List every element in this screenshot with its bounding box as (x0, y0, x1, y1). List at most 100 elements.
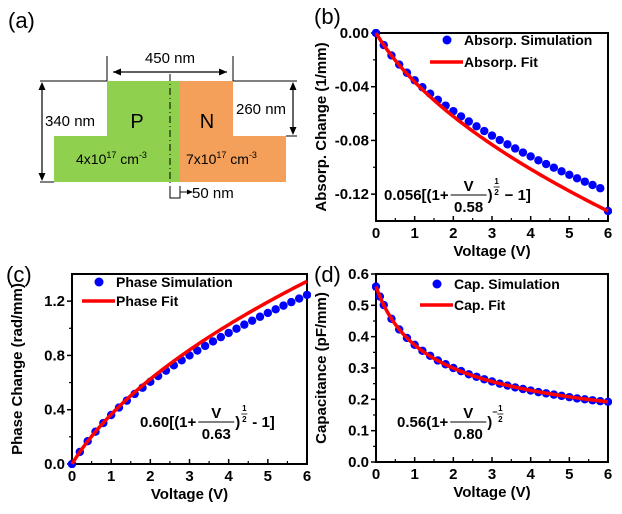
x-tick-label: 3 (488, 466, 496, 483)
legend-marker-simulation (442, 35, 452, 45)
sim-point (549, 163, 559, 172)
sim-point (279, 301, 288, 310)
sim-point (193, 346, 202, 355)
x-tick-label: 1 (107, 468, 115, 485)
n-label: N (200, 111, 214, 133)
sim-point (287, 297, 296, 307)
legend-label-simulation: Phase Simulation (116, 274, 233, 290)
sim-point (232, 324, 241, 333)
legend-label-fit: Cap. Fit (454, 297, 506, 313)
y-tick-label: 0.5 (348, 297, 369, 314)
formula-numerator: V (464, 178, 474, 195)
formula-prefix: 0.60[(1+ (140, 414, 197, 431)
fit-line (374, 285, 609, 404)
formula-annotation: 0.60[(1+ V 0.63)1 2 - 1] (140, 404, 275, 443)
offset-arrowhead (187, 189, 193, 195)
plot-area (372, 29, 612, 216)
x-axis-label: Voltage (V) (151, 486, 228, 503)
y-tick-label: 0.4 (348, 329, 370, 346)
formula-close-paren: ) (487, 414, 492, 431)
formula-exponent-num: 1 (494, 177, 499, 186)
formula-annotation: 0.56(1+ V 0.80)− 1 2 (397, 404, 504, 443)
sim-point (565, 170, 574, 180)
panel-a-label: (a) (8, 8, 35, 33)
offset-label: 50 nm (192, 185, 234, 202)
y-tick-label: -0.04 (335, 79, 370, 96)
sim-point (511, 144, 520, 153)
x-tick-label: 1 (410, 466, 418, 483)
sim-point (255, 312, 265, 321)
formula-suffix: − 1] (505, 187, 531, 204)
x-tick-label: 1 (410, 225, 418, 242)
formula-numerator: V (463, 405, 473, 422)
sim-point (487, 131, 497, 140)
x-tick-label: 0 (372, 225, 380, 242)
formula-suffix: - 1] (252, 414, 275, 431)
formula-exponent-num: 1 (242, 404, 247, 413)
x-tick-label: 2 (146, 468, 154, 485)
x-tick-label: 4 (224, 468, 233, 485)
sim-point (526, 152, 535, 161)
sim-point (588, 180, 597, 190)
sim-point (557, 167, 566, 176)
plot-area (372, 282, 612, 407)
x-tick-label: 6 (604, 466, 612, 483)
panel-label: (b) (314, 4, 341, 29)
y-tick-label: 0.0 (348, 454, 369, 471)
sim-point (224, 328, 233, 338)
formula-exponent-sign: − (492, 407, 497, 417)
sim-point (263, 308, 273, 318)
legend: Cap. Simulation Cap. Fit (420, 276, 560, 313)
y-tick-label: 0.8 (44, 347, 65, 364)
formula-prefix: 0.056[(1+ (384, 187, 449, 204)
sim-point (534, 156, 543, 165)
y-tick-label: -0.12 (335, 186, 369, 203)
plot-area (68, 279, 311, 468)
formula-denominator: 0.63 (202, 426, 231, 443)
x-tick-label: 2 (449, 225, 457, 242)
legend: Phase Simulation Phase Fit (82, 274, 233, 309)
legend-label-fit: Absorp. Fit (464, 54, 538, 70)
x-tick-label: 3 (488, 225, 496, 242)
sim-point (216, 332, 226, 342)
sim-point (541, 159, 551, 169)
legend-marker-simulation (432, 279, 442, 289)
sim-point (271, 305, 280, 314)
sim-point (596, 184, 605, 193)
rib-height-label: 260 nm (236, 101, 286, 118)
height-total-label: 340 nm (45, 113, 95, 130)
legend-label-simulation: Cap. Simulation (454, 276, 560, 292)
n-region (180, 81, 286, 182)
x-tick-label: 5 (565, 225, 573, 242)
y-tick-label: 0.0 (44, 456, 65, 473)
panel-label: (d) (314, 262, 341, 287)
y-axis-label: Capacitance (pF/mm) (313, 292, 330, 444)
fit-line (70, 279, 308, 465)
chart-panel-d: (d) 0 1 2 3 4 5 6 0.0 0.1 0.2 0.3 0.4 0.5 0.6 Voltage (… (313, 262, 612, 501)
offset-bracket (169, 186, 181, 199)
x-axis-label: Voltage (V) (453, 484, 530, 501)
formula-numerator: V (211, 405, 221, 422)
x-tick-label: 0 (372, 466, 380, 483)
chart-panel-b: (b) 0 1 2 3 4 5 6 0.00 -0.04 -0.08 -0.12 Voltage (V)… (313, 4, 612, 260)
x-tick-label: 0 (68, 468, 76, 485)
legend-label-simulation: Absorp. Simulation (464, 32, 592, 48)
y-tick-label: 0.4 (44, 402, 66, 419)
width-dimension-label: 450 nm (145, 50, 195, 67)
sim-point (580, 177, 589, 186)
y-tick-label: 0.1 (348, 423, 369, 440)
sim-point (572, 174, 582, 183)
y-tick-label: 0.6 (348, 266, 369, 283)
formula-exponent-den: 2 (242, 415, 247, 424)
y-tick-label: 1.2 (44, 293, 65, 310)
sim-point (240, 320, 249, 329)
legend-marker-simulation (94, 277, 104, 287)
legend: Absorp. Simulation Absorp. Fit (430, 32, 592, 70)
sim-point (456, 112, 466, 121)
formula-close-paren: ) (488, 187, 493, 204)
formula-prefix: 0.56(1+ (397, 414, 449, 431)
sim-point (247, 316, 257, 325)
x-tick-label: 4 (526, 466, 535, 483)
sim-point (200, 341, 210, 351)
